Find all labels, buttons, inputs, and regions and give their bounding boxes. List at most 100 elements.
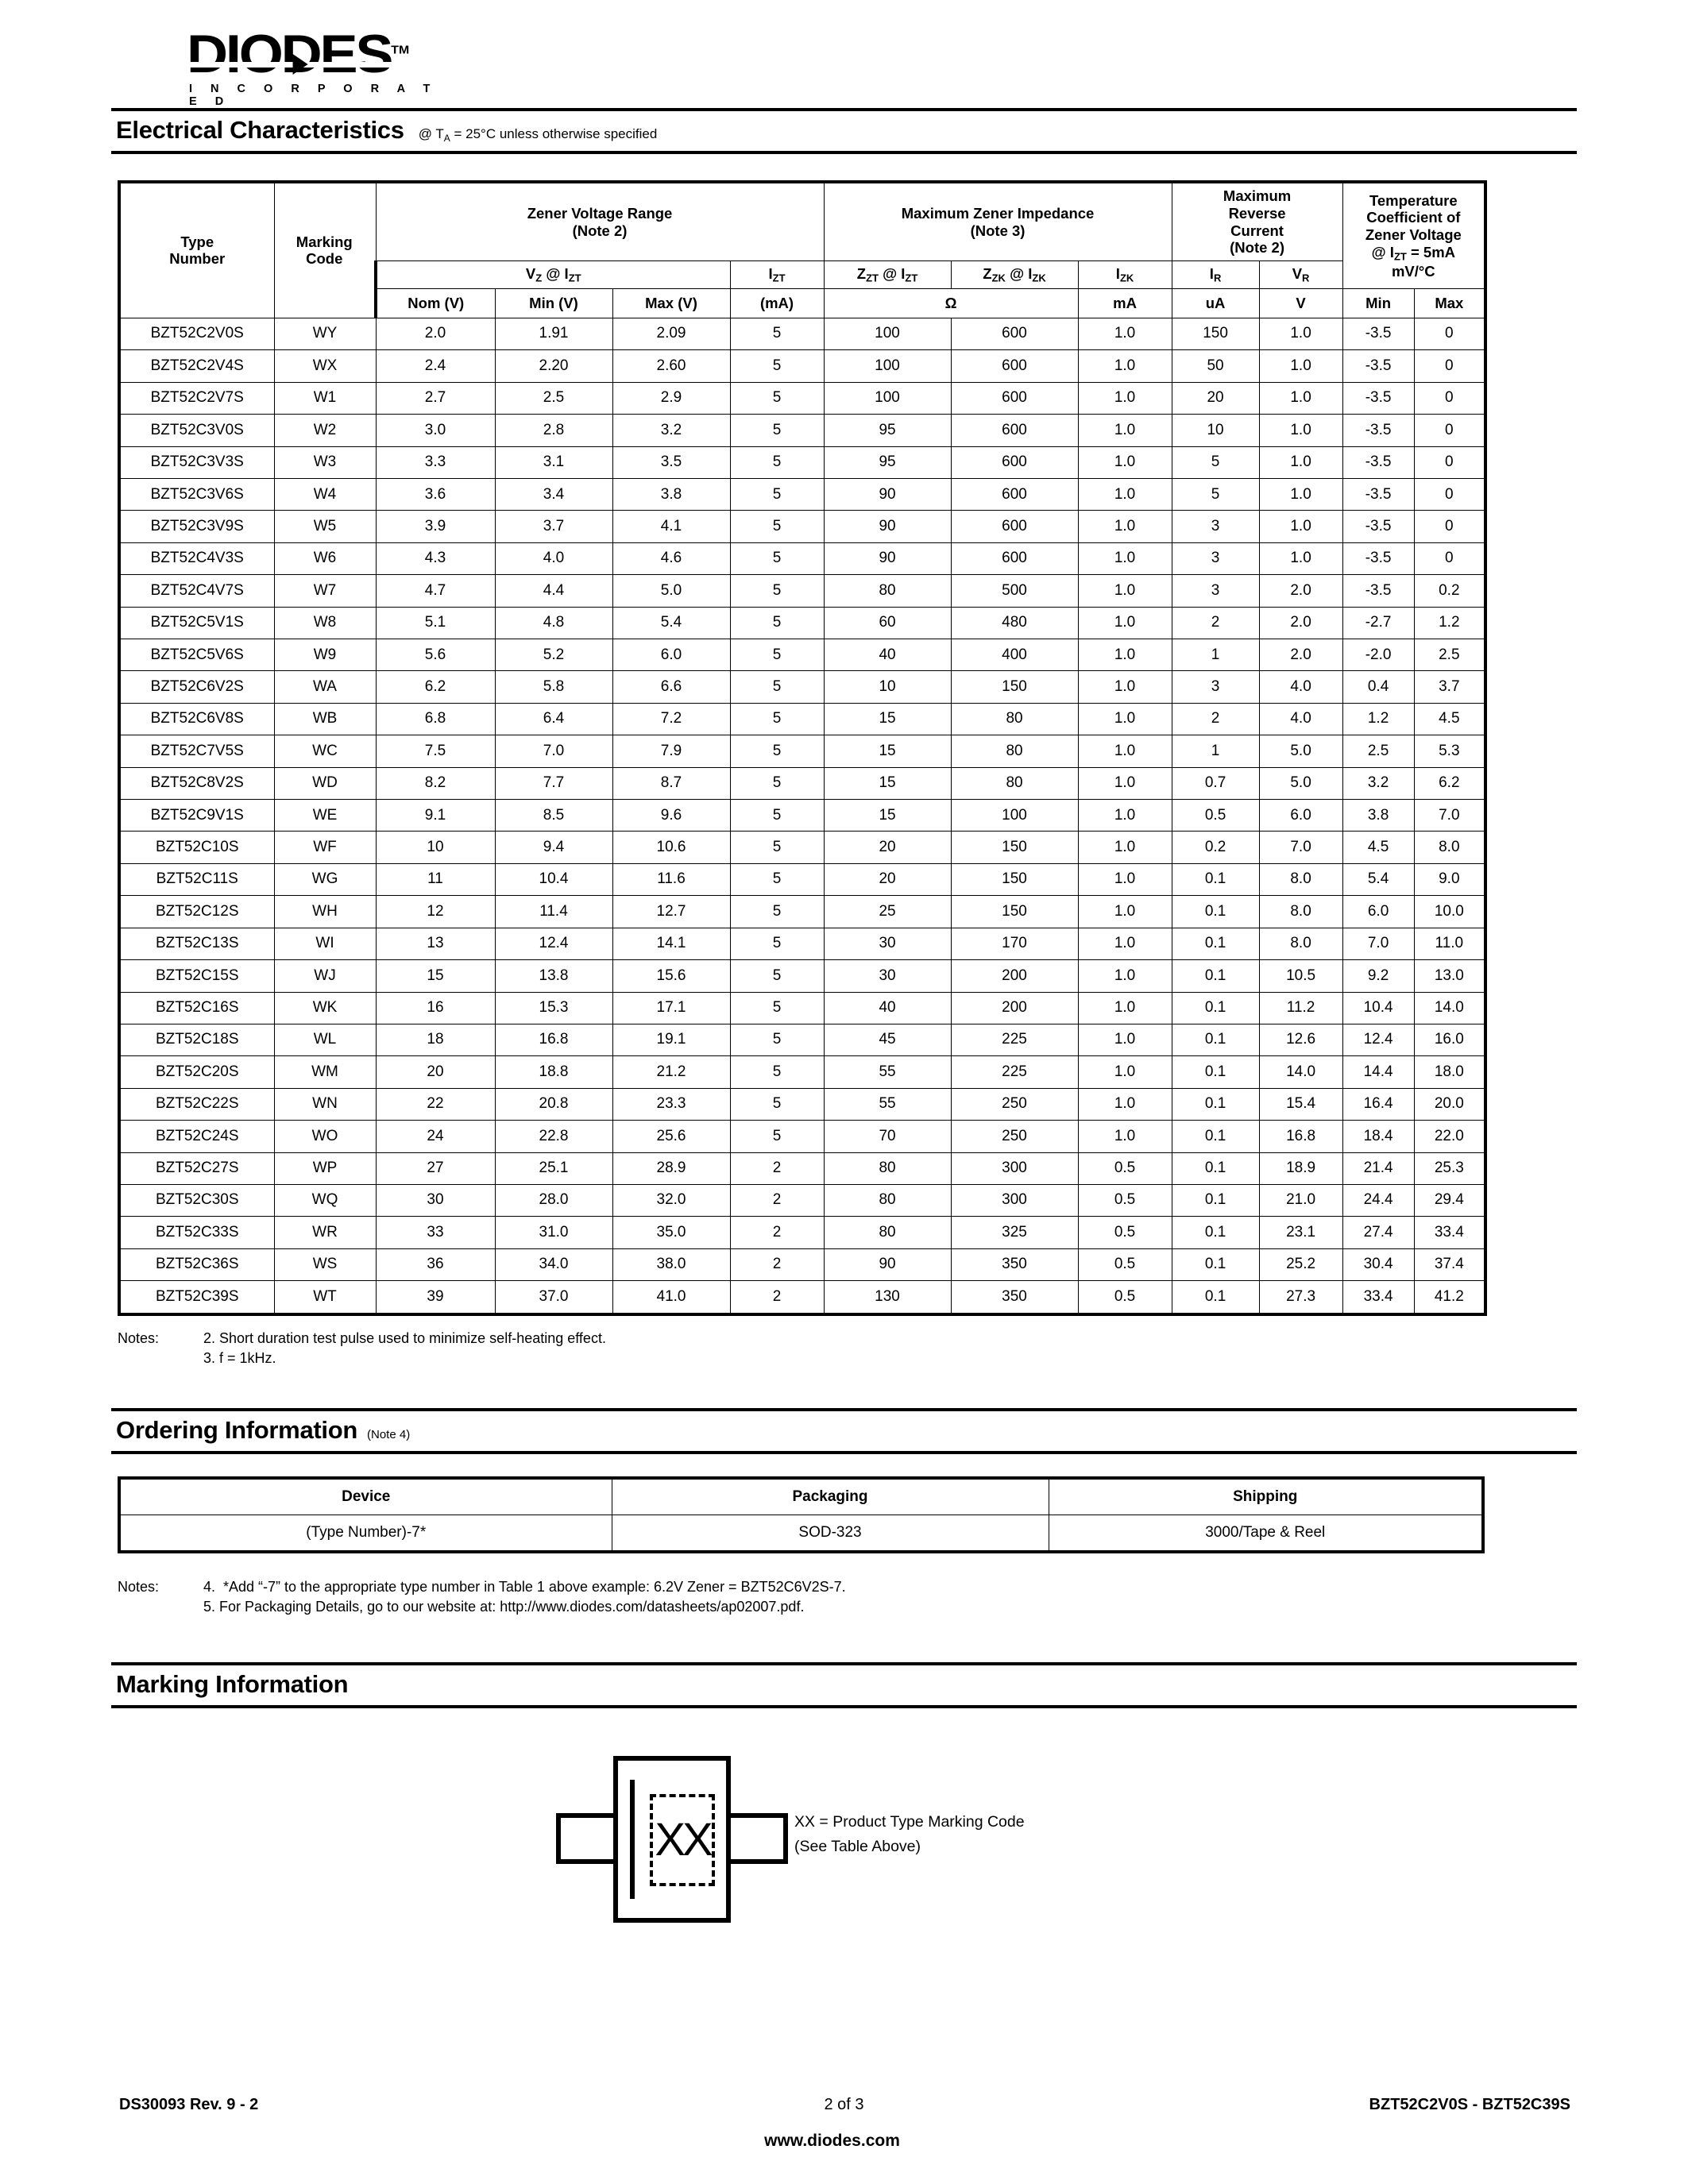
cell-type: BZT52C24S — [118, 1120, 275, 1153]
cell-vmin: 16.8 — [494, 1023, 613, 1057]
cell-mark: WK — [273, 991, 377, 1024]
cell-mark: W3 — [273, 446, 377, 480]
cell-zzt: 60 — [823, 606, 952, 640]
cell-nom: 20 — [375, 1055, 496, 1089]
unit-tc-min: Min — [1342, 288, 1415, 318]
cell-nom: 36 — [375, 1248, 496, 1282]
cell-izt: 2 — [729, 1183, 825, 1217]
cell-izt: 5 — [729, 799, 825, 832]
cell-izk: 0.5 — [1077, 1216, 1172, 1249]
cell-mark: WP — [273, 1152, 377, 1185]
cell-tcmin: -3.5 — [1342, 414, 1415, 447]
cell-type: BZT52C5V6S — [118, 639, 275, 672]
cell-vmin: 6.4 — [494, 702, 613, 736]
cell-ir: 0.5 — [1171, 799, 1260, 832]
cell-vr: 5.0 — [1258, 735, 1343, 768]
marking-information-section: Marking Information XX XX = Product Type… — [111, 1661, 1577, 1931]
cell-tcmax: 18.0 — [1413, 1055, 1488, 1089]
cell-tcmax: 0 — [1413, 477, 1488, 511]
cell-mark: W8 — [273, 606, 377, 640]
unit-nom-v: Nom (V) — [374, 288, 496, 318]
cell-zzt: 15 — [823, 766, 952, 801]
section-condition: @ TA = 25°C unless otherwise specified — [418, 126, 658, 144]
cell-zzk: 600 — [950, 510, 1079, 543]
cell-vmax: 5.0 — [612, 574, 731, 608]
cell-mark: WQ — [273, 1183, 377, 1217]
cell-vmin: 31.0 — [494, 1216, 613, 1249]
header-mrc-title: Maximum Reverse Current — [1223, 187, 1292, 239]
cell-zzk: 500 — [950, 574, 1079, 608]
cell-tcmin: -3.5 — [1342, 381, 1415, 415]
cell-vmax: 7.2 — [612, 702, 731, 736]
cell-zzt: 90 — [823, 477, 952, 511]
cell-izk: 1.0 — [1077, 831, 1172, 864]
cell-type: BZT52C20S — [118, 1055, 275, 1089]
cell-izt: 5 — [729, 606, 825, 640]
cell-tcmin: 4.5 — [1342, 831, 1415, 864]
cell-tcmax: 0 — [1413, 510, 1488, 543]
cell-tcmin: -3.5 — [1342, 477, 1415, 511]
header-tc-l2: Coefficient of — [1366, 209, 1461, 226]
cell-nom: 11 — [375, 862, 496, 897]
ordering-table: Device Packaging Shipping (Type Number)-… — [118, 1476, 1485, 1553]
ordering-device-value: (Type Number)-7* — [118, 1514, 612, 1553]
cell-izk: 0.5 — [1077, 1183, 1172, 1217]
cell-tcmax: 0 — [1413, 381, 1488, 415]
condition-subscript: A — [443, 133, 450, 144]
ordering-packaging-value: SOD-323 — [611, 1514, 1049, 1553]
cell-type: BZT52C4V7S — [118, 574, 275, 608]
cell-type: BZT52C6V8S — [118, 702, 275, 736]
cell-ir: 0.1 — [1171, 1183, 1260, 1217]
cell-izt: 5 — [729, 702, 825, 736]
cell-izk: 1.0 — [1077, 381, 1172, 415]
cell-ir: 0.7 — [1171, 766, 1260, 801]
cell-vmax: 8.7 — [612, 766, 731, 801]
cell-mark: W4 — [273, 477, 377, 511]
header-tc-l1: Temperature — [1369, 191, 1458, 209]
cell-zzt: 40 — [823, 991, 952, 1024]
cell-mark: WS — [273, 1248, 377, 1282]
marking-legend-line2: (See Table Above) — [794, 1837, 921, 1855]
cell-izk: 1.0 — [1077, 927, 1172, 961]
cell-vr: 4.0 — [1258, 670, 1343, 704]
ordering-header-shipping: Shipping — [1048, 1476, 1485, 1515]
cell-type: BZT52C6V2S — [118, 670, 275, 704]
cell-ir: 1 — [1171, 735, 1260, 768]
cell-zzk: 200 — [950, 991, 1079, 1024]
cell-tcmin: -3.5 — [1342, 574, 1415, 608]
cell-mark: W9 — [273, 639, 377, 672]
marking-legend-line1: XX = Product Type Marking Code — [794, 1812, 1025, 1831]
cell-nom: 2.0 — [375, 317, 496, 351]
cell-vmin: 3.4 — [494, 477, 613, 511]
cell-vmin: 8.5 — [494, 799, 613, 832]
table-body: BZT52C2V0S WY 2.0 1.91 2.09 5 100 600 1.0 150 1.0-… — [118, 317, 1488, 1316]
cell-izt: 2 — [729, 1216, 825, 1249]
logo-text: DIODES — [187, 24, 393, 84]
cell-zzt: 15 — [823, 735, 952, 768]
cell-vmax: 32.0 — [612, 1183, 731, 1217]
cell-vmax: 17.1 — [612, 991, 731, 1024]
table-row: BZT52C16S WK 16 15.3 17.1 5 40 200 1.0 0.1 11.2 10.… — [118, 991, 1488, 1024]
unit-ir-ua: uA — [1171, 288, 1260, 318]
footer-part-range: BZT52C2V0S - BZT52C39S — [1369, 2096, 1570, 2113]
cell-zzk: 600 — [950, 317, 1079, 351]
cell-ir: 0.1 — [1171, 991, 1260, 1024]
cell-ir: 50 — [1171, 349, 1260, 383]
cell-izt: 5 — [729, 1087, 825, 1121]
header-zzk-izk: ZZK @ IZK — [950, 260, 1079, 290]
cell-zzt: 20 — [823, 831, 952, 864]
cell-tcmin: 18.4 — [1342, 1120, 1415, 1153]
cell-type: BZT52C2V7S — [118, 381, 275, 415]
cell-vmin: 7.0 — [494, 735, 613, 768]
cell-izt: 2 — [729, 1280, 825, 1316]
cell-nom: 24 — [375, 1120, 496, 1153]
cell-vmin: 5.8 — [494, 670, 613, 704]
cell-zzt: 80 — [823, 574, 952, 608]
cell-zzt: 40 — [823, 639, 952, 672]
cell-zzt: 90 — [823, 510, 952, 543]
cell-zzt: 15 — [823, 702, 952, 736]
cell-zzt: 100 — [823, 317, 952, 351]
notes-block-2: Notes: 4. *Add “-7” to the appropriate t… — [118, 1579, 1577, 1619]
cell-vr: 11.2 — [1258, 991, 1343, 1024]
table-row: BZT52C3V9S W5 3.9 3.7 4.1 5 90 600 1.0 3 1.0 -3.5 0 — [118, 510, 1488, 543]
